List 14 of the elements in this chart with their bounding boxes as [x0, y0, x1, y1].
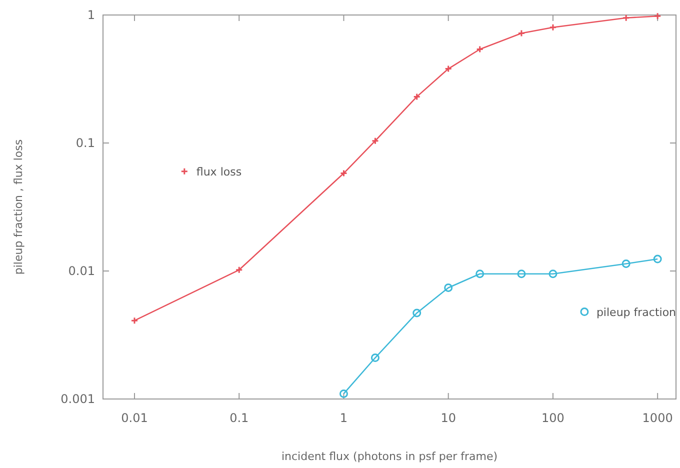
legend-label: flux loss [196, 165, 242, 178]
x-tick-label: 0.1 [230, 411, 249, 425]
x-axis-title: incident flux (photons in psf per frame) [281, 450, 498, 463]
x-tick-label: 0.01 [121, 411, 148, 425]
y-tick-label: 0.01 [68, 264, 95, 278]
x-tick-label: 1000 [642, 411, 673, 425]
legend-label: pileup fraction [596, 306, 676, 319]
y-tick-label: 0.001 [60, 392, 95, 406]
y-tick-label: 0.1 [76, 136, 95, 150]
y-tick-label: 1 [87, 8, 95, 22]
x-tick-label: 1 [340, 411, 348, 425]
y-axis-title: pileup fraction , flux loss [12, 139, 25, 275]
x-tick-label: 100 [542, 411, 564, 425]
x-tick-label: 10 [440, 411, 456, 425]
